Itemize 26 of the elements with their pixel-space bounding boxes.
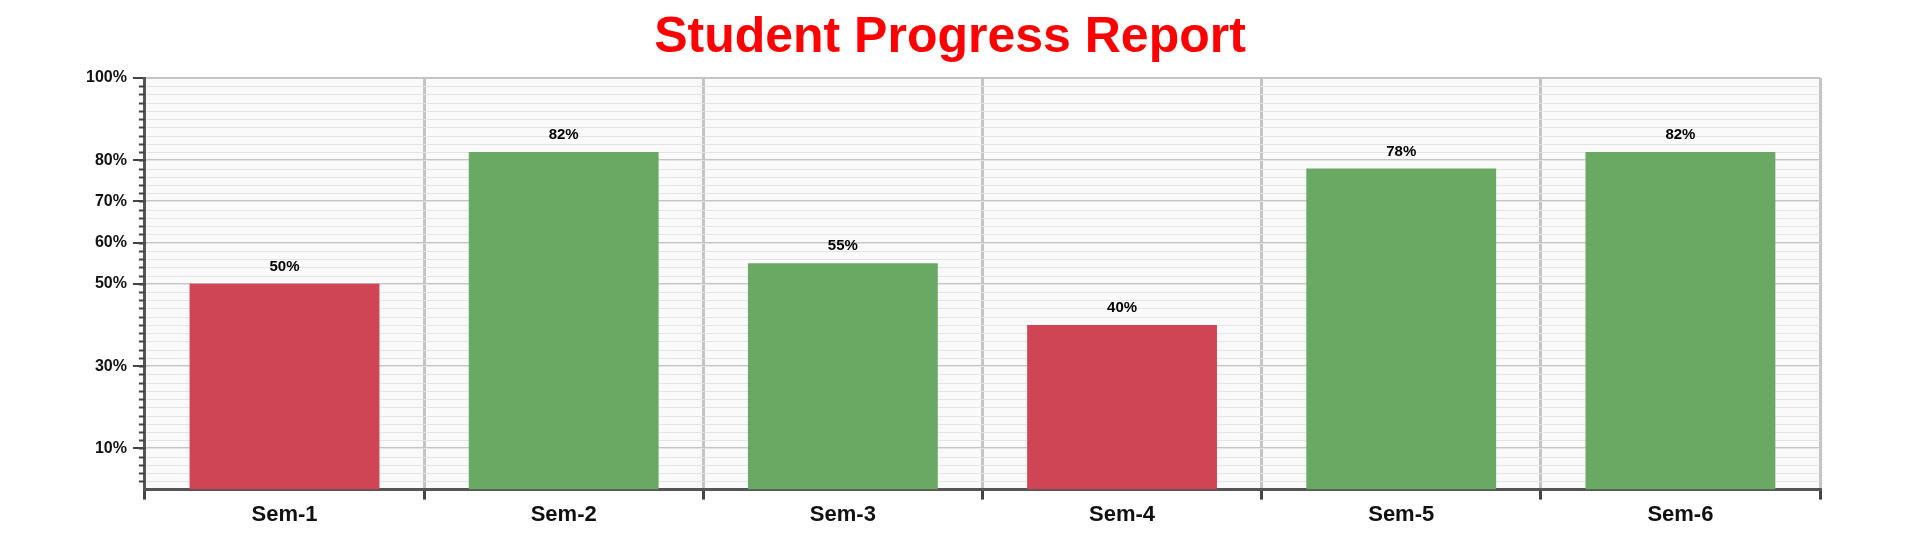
y-tick-label: 30% (94, 356, 127, 374)
bar (468, 152, 659, 490)
data-label: 78% (1386, 141, 1417, 159)
x-tick-label: Sem-2 (530, 500, 597, 526)
bar (1306, 168, 1497, 490)
x-tick-label: Sem-5 (1368, 500, 1435, 526)
data-label: 82% (1665, 125, 1696, 143)
chart-title: Student Progress Report (654, 6, 1247, 63)
y-tick-label: 80% (94, 150, 127, 168)
bar (189, 283, 380, 490)
x-tick-label: Sem-6 (1647, 500, 1714, 526)
data-label: 50% (269, 256, 300, 274)
x-tick-label: Sem-4 (1089, 500, 1156, 526)
bar (747, 263, 938, 490)
y-tick-label: 10% (94, 438, 127, 456)
y-tick-label: 70% (94, 191, 127, 209)
y-tick-label: 100% (86, 68, 127, 86)
bar (1027, 324, 1217, 490)
y-tick-label: 50% (94, 274, 127, 292)
data-label: 40% (1107, 298, 1138, 316)
x-tick-label: Sem-3 (809, 500, 876, 526)
y-tick-label: 60% (94, 233, 127, 251)
data-label: 82% (548, 125, 579, 143)
data-label: 55% (827, 236, 858, 254)
x-tick-label: Sem-1 (251, 500, 318, 526)
bar (1585, 152, 1776, 490)
